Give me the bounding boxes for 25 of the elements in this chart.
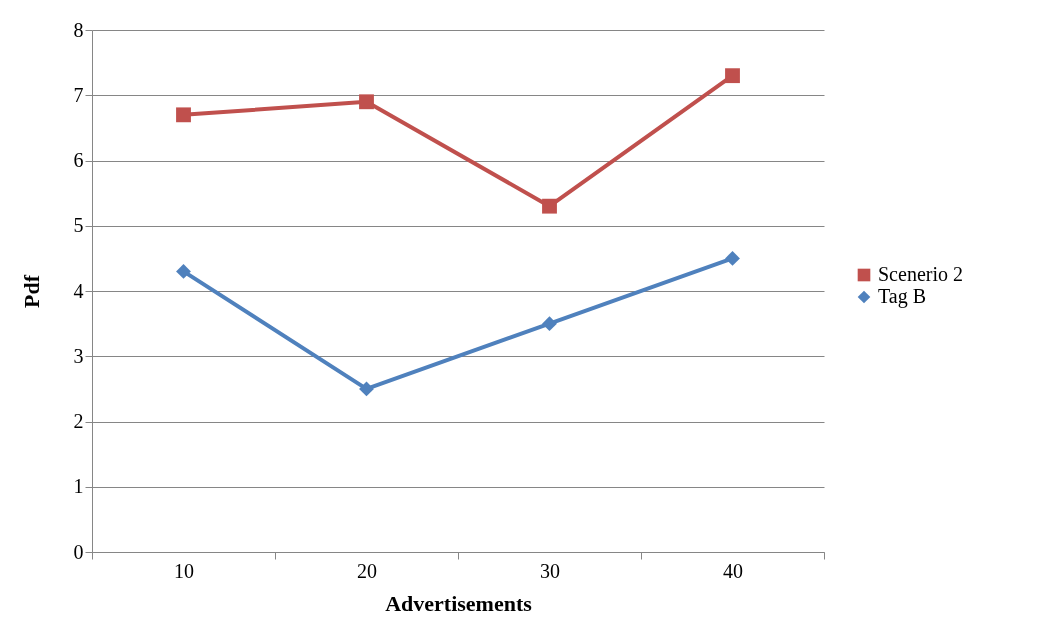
y-tick-label: 2: [73, 410, 84, 432]
x-tick-label: 40: [723, 559, 743, 582]
y-tick-label: 7: [73, 83, 84, 106]
point: [725, 68, 740, 84]
point: [176, 264, 191, 279]
y-tick-label: 1: [73, 475, 84, 498]
y-axis-title: Pdf: [18, 274, 44, 308]
y-tick-label: 5: [73, 214, 84, 237]
y-tick-label: 6: [73, 149, 84, 171]
legend-label: Tag B: [878, 285, 927, 308]
point: [359, 94, 374, 110]
y-tick-label: 3: [73, 344, 84, 367]
x-axis-title: Advertisements: [385, 590, 533, 616]
point: [176, 107, 191, 123]
x-tick-label: 20: [357, 559, 377, 582]
point: [725, 250, 740, 266]
point: [542, 316, 557, 332]
x-tick-label: 30: [540, 559, 560, 582]
point: [359, 381, 374, 397]
x-tick-label: 10: [174, 559, 194, 582]
y-tick-label: 8: [73, 18, 84, 41]
legend-label: Scenerio 2: [878, 263, 963, 285]
y-tick-label: 4: [73, 279, 84, 302]
y-tick-label: 0: [73, 540, 84, 563]
point: [542, 198, 557, 214]
